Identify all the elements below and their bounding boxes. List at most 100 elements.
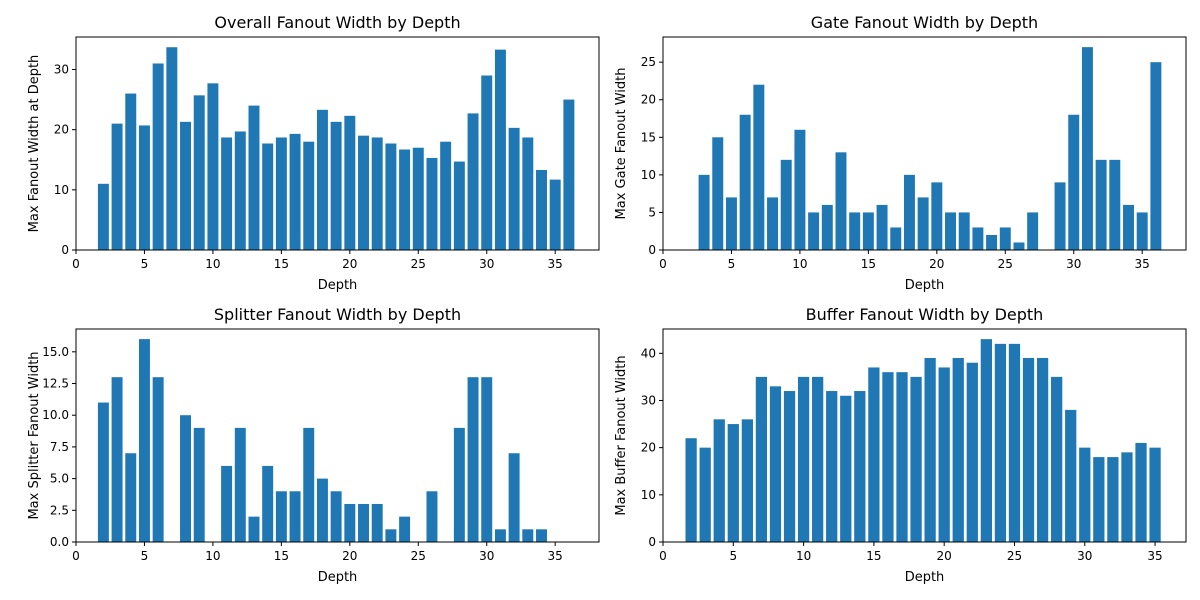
y-tick-label: 25 [641, 55, 656, 69]
bar [289, 133, 301, 250]
bar [1123, 204, 1134, 250]
y-tick-label: 0 [61, 243, 69, 257]
bar [1022, 358, 1035, 542]
bar [903, 174, 915, 250]
bar [385, 143, 397, 250]
bar [727, 424, 739, 542]
bar [890, 227, 902, 250]
bar [1107, 457, 1119, 542]
bar [289, 491, 301, 542]
bar [924, 358, 936, 542]
bar [399, 149, 411, 250]
bar [1051, 376, 1063, 542]
bar [986, 234, 998, 250]
bar [536, 169, 547, 250]
bar [316, 478, 328, 542]
bar [234, 131, 246, 250]
bar [1008, 343, 1021, 542]
bar [248, 516, 260, 542]
y-axis-label: Max Buffer Fanout Width [614, 355, 629, 515]
bar [821, 204, 833, 250]
bar [1079, 447, 1091, 542]
bar [111, 377, 123, 542]
bar [713, 419, 725, 542]
x-tick-label: 30 [479, 257, 494, 271]
x-tick-label: 30 [1066, 257, 1081, 271]
bar [699, 447, 711, 542]
bar [440, 141, 452, 250]
bar [1054, 182, 1066, 250]
bar [835, 152, 847, 250]
x-tick-label: 30 [479, 549, 494, 563]
bar [769, 386, 782, 542]
bar [1135, 442, 1147, 542]
y-tick-label: 7.5 [50, 440, 69, 454]
bar [138, 125, 150, 250]
bar [1150, 62, 1162, 250]
bar [741, 419, 753, 542]
bar [712, 137, 724, 250]
x-tick-label: 0 [659, 257, 667, 271]
x-tick-label: 20 [342, 549, 357, 563]
bar [97, 402, 109, 542]
bar [882, 372, 894, 542]
bar [917, 197, 929, 250]
x-tick-label: 20 [937, 549, 952, 563]
y-tick-label: 10.0 [42, 408, 69, 422]
buffer-fanout-chart: Buffer Fanout Width by Depth Depth Max B… [614, 305, 1187, 585]
x-tick-label: 5 [141, 549, 149, 563]
bars [97, 339, 547, 542]
bar [138, 339, 150, 542]
bar [522, 529, 534, 542]
bar [994, 343, 1007, 542]
chart-title: Splitter Fanout Width by Depth [214, 305, 461, 324]
x-tick-label: 10 [792, 257, 807, 271]
bar [248, 105, 260, 250]
y-tick-label: 10 [54, 183, 69, 197]
chart-title: Gate Fanout Width by Depth [811, 13, 1038, 32]
x-tick-label: 5 [728, 257, 736, 271]
bar [783, 391, 796, 542]
bar [125, 453, 137, 542]
x-tick-label: 20 [342, 257, 357, 271]
x-tick-label: 25 [411, 257, 426, 271]
plot-frame [75, 36, 600, 251]
y-tick-label: 5.0 [50, 472, 69, 486]
bar [494, 49, 506, 251]
x-axis-label: Depth [905, 278, 945, 293]
bars [685, 339, 1161, 542]
bar [221, 137, 233, 250]
x-tick-label: 35 [548, 257, 563, 271]
bar [536, 529, 547, 542]
x-tick-label: 10 [205, 549, 220, 563]
bar [972, 227, 984, 250]
bar [152, 377, 164, 542]
bar [755, 376, 768, 542]
bar [1065, 409, 1077, 542]
bar [111, 123, 123, 250]
x-axis-label: Depth [318, 570, 358, 585]
bar [1136, 212, 1148, 250]
ticks: 0 5 10 15 20 25 30 35 0 5 10 15 20 25 [641, 55, 1150, 271]
bar [453, 427, 465, 542]
bar [97, 183, 109, 250]
bar [481, 75, 493, 250]
y-axis-label: Max Fanout Width at Depth [27, 55, 42, 233]
x-axis-label: Depth [318, 278, 358, 293]
bar [371, 503, 383, 542]
bar [508, 453, 520, 542]
x-tick-label: 25 [998, 257, 1013, 271]
y-tick-label: 0.0 [50, 535, 69, 549]
x-tick-label: 0 [72, 257, 80, 271]
bar [275, 491, 287, 542]
gate-fanout-chart: Gate Fanout Width by Depth Depth Max Gat… [614, 13, 1187, 293]
bar [330, 121, 342, 250]
x-tick-label: 35 [1147, 549, 1162, 563]
y-tick-label: 5 [648, 205, 656, 219]
bar [371, 137, 383, 250]
ticks: 0 5 10 15 20 25 30 35 0 10 20 30 40 [641, 346, 1163, 563]
bar [262, 465, 274, 542]
bar [221, 465, 233, 542]
x-tick-label: 25 [1007, 549, 1022, 563]
